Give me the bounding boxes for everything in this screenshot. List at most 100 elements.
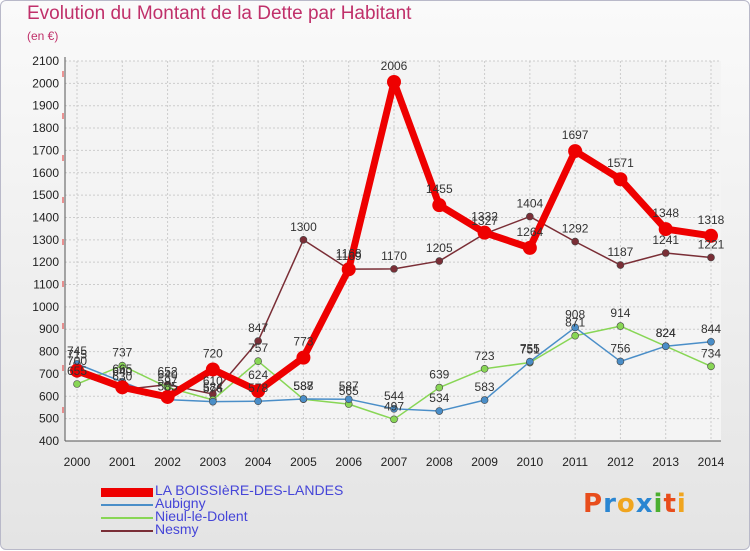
data-point	[390, 405, 398, 413]
data-point	[70, 363, 84, 378]
y-tick-label: 1000	[32, 300, 59, 314]
data-label: 914	[610, 306, 630, 320]
data-label: 723	[475, 349, 495, 363]
data-point	[435, 383, 444, 392]
data-label: 1697	[562, 128, 589, 142]
data-label: 588	[293, 379, 313, 393]
data-point	[341, 262, 356, 277]
legend-swatch	[101, 517, 153, 519]
data-point	[209, 397, 217, 406]
data-label: 583	[475, 380, 495, 394]
logo-letter: r	[603, 489, 617, 519]
data-label: 755	[520, 342, 540, 356]
data-label: 1264	[517, 225, 544, 239]
y-tick-label: 2000	[32, 76, 59, 90]
data-point	[707, 337, 715, 346]
y-tick-label: 1400	[32, 210, 59, 224]
y-tick-label: 800	[39, 345, 59, 359]
x-tick-label: 2011	[562, 455, 588, 469]
data-point	[707, 362, 715, 371]
data-label: 757	[248, 341, 268, 355]
data-point	[387, 75, 401, 90]
data-label: 720	[203, 346, 223, 360]
data-label: 773	[293, 335, 313, 349]
data-point	[435, 257, 444, 265]
data-label: 578	[248, 381, 268, 395]
data-point	[73, 380, 81, 388]
data-point	[661, 342, 670, 351]
data-label: 640	[112, 364, 132, 378]
data-label: 576	[203, 382, 223, 396]
data-point	[704, 228, 718, 243]
data-point	[480, 364, 489, 373]
data-label: 745	[67, 344, 87, 358]
legend-label: Aubigny	[155, 495, 206, 511]
data-label: 2006	[381, 59, 408, 73]
logo-letter: o	[616, 489, 636, 519]
data-label: 737	[112, 346, 132, 360]
data-point	[613, 172, 628, 187]
x-tick-label: 2010	[517, 455, 544, 469]
x-tick-label: 2005	[290, 455, 317, 469]
data-label: 587	[339, 379, 359, 393]
data-point	[522, 240, 537, 255]
logo-letter: i	[653, 489, 664, 519]
data-label: 1404	[517, 197, 544, 211]
data-label: 1332	[471, 210, 498, 224]
data-label: 639	[429, 368, 449, 382]
data-label: 497	[384, 399, 404, 413]
legend-label: Nieul-le-Dolent	[155, 508, 248, 524]
data-point	[658, 222, 673, 237]
data-label: 610	[203, 374, 223, 388]
data-point	[344, 395, 353, 404]
logo-letter: t	[663, 489, 677, 519]
data-label: 1187	[608, 245, 634, 259]
data-label: 734	[701, 346, 721, 360]
data-point	[432, 198, 447, 213]
x-tick-label: 2006	[335, 455, 362, 469]
data-label: 534	[429, 391, 449, 405]
y-tick-label: 2100	[32, 54, 59, 68]
data-point	[299, 395, 308, 403]
data-label: 824	[656, 326, 676, 340]
data-label: 1205	[426, 241, 453, 255]
data-label: 584	[203, 380, 223, 394]
y-tick-label: 1300	[32, 233, 59, 247]
y-tick-label: 1700	[32, 143, 59, 157]
y-tick-label: 1800	[32, 121, 59, 135]
data-label: 1168	[336, 246, 362, 260]
data-point	[205, 362, 220, 377]
y-tick-label: 1900	[32, 99, 59, 113]
x-tick-label: 2004	[245, 455, 272, 469]
y-tick-label: 600	[39, 389, 59, 403]
data-label: 756	[610, 341, 630, 355]
data-point	[480, 396, 489, 404]
data-label: 715	[67, 348, 87, 362]
data-point	[254, 357, 262, 366]
data-label: 597	[158, 374, 178, 388]
data-point	[571, 331, 579, 340]
legend-label: Nesmy	[155, 521, 199, 537]
data-label: 1318	[698, 213, 725, 227]
unit-label: (en €)	[27, 29, 59, 43]
data-point	[526, 212, 534, 221]
data-point	[115, 380, 130, 395]
data-point	[571, 237, 579, 246]
data-point	[661, 249, 670, 257]
x-tick-label: 2008	[426, 455, 453, 469]
data-point	[435, 407, 444, 415]
data-point	[160, 389, 175, 404]
y-tick-label: 400	[39, 434, 59, 448]
data-label: 1571	[607, 156, 634, 170]
y-tick-label: 1600	[32, 166, 59, 180]
y-tick-label: 900	[39, 322, 59, 336]
data-label: 908	[565, 307, 585, 321]
data-point	[571, 323, 579, 332]
data-point	[616, 261, 625, 269]
data-label: 1221	[698, 237, 725, 251]
data-point	[526, 357, 534, 366]
data-label: 1348	[652, 206, 679, 220]
data-point	[118, 361, 127, 370]
logo-letter: i	[676, 489, 687, 519]
